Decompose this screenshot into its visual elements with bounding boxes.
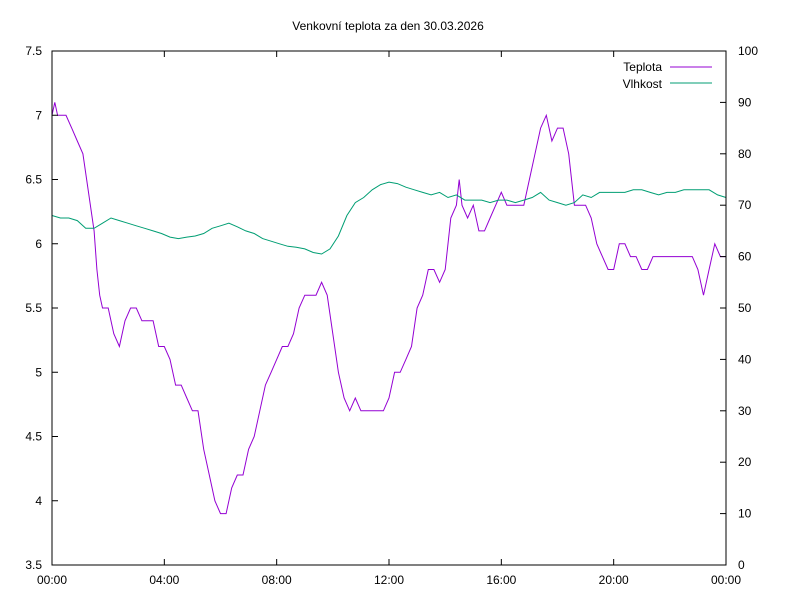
plot-frame [51, 50, 727, 566]
x-tick-label: 00:00 [37, 573, 67, 587]
y2-tick-label: 10 [738, 507, 752, 521]
y-tick-label: 7 [35, 108, 42, 122]
y-tick-label: 4 [35, 494, 42, 508]
y-tick-label: 4.5 [25, 430, 42, 444]
x-tick-label: 08:00 [262, 573, 292, 587]
y2-tick-label: 60 [738, 250, 752, 264]
y2-tick-label: 0 [738, 558, 745, 572]
x-tick-label: 16:00 [486, 573, 516, 587]
y-tick-label: 7.5 [25, 44, 42, 58]
y-tick-label: 3.5 [25, 558, 42, 572]
legend-label-teplota: Teplota [623, 60, 662, 74]
x-tick-label: 04:00 [149, 573, 179, 587]
y-tick-label: 6 [35, 237, 42, 251]
chart-title: Venkovní teplota za den 30.03.2026 [292, 19, 484, 33]
series-line-vlhkost [51, 181, 727, 255]
y-tick-label: 5.5 [25, 301, 42, 315]
series-line-teplota [51, 102, 726, 515]
ticks-layer: 3.5 4 4.5 5 5.5 6 6.5 7 7.5 0 10 20 30 40 50 60 70 80 90 10… [25, 44, 758, 587]
x-tick-label: 12:00 [374, 573, 404, 587]
series-layer [51, 102, 727, 515]
y2-tick-label: 70 [738, 198, 752, 212]
y2-tick-label: 90 [738, 95, 752, 109]
y-tick-label: 6.5 [25, 173, 42, 187]
x-tick-label: 00:00 [711, 573, 741, 587]
x-tick-label: 20:00 [599, 573, 629, 587]
legend: Teplota Vlhkost [623, 60, 712, 91]
y-tick-label: 5 [35, 365, 42, 379]
y2-tick-label: 100 [738, 44, 758, 58]
legend-label-vlhkost: Vlhkost [623, 77, 663, 91]
y2-tick-label: 80 [738, 147, 752, 161]
y2-tick-label: 20 [738, 455, 752, 469]
y2-tick-label: 30 [738, 404, 752, 418]
y2-tick-label: 50 [738, 301, 752, 315]
y2-tick-label: 40 [738, 352, 752, 366]
